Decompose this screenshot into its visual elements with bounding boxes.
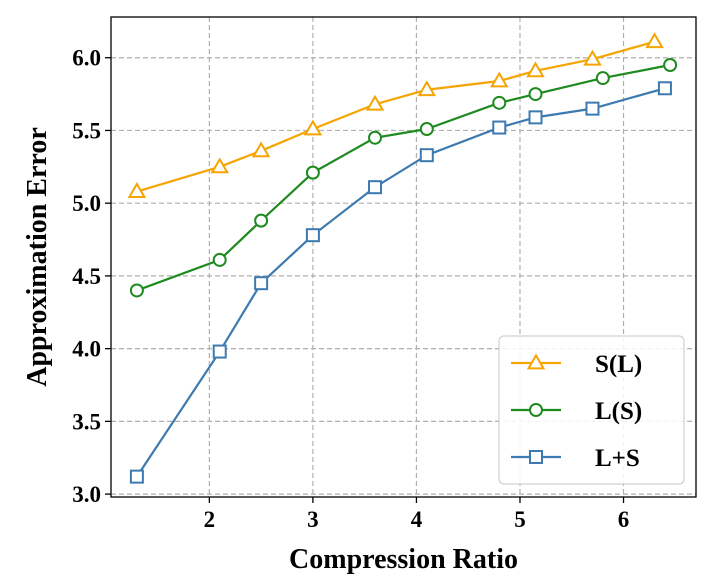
legend-marker [526,353,546,370]
data-point [528,87,543,102]
plot-frame [110,16,697,498]
y-tick-label: 4.5 [72,264,101,289]
y-axis-label: Approximation Error [22,127,53,387]
data-point [254,276,269,291]
data-point [305,165,320,180]
x-tick-label: 3 [307,507,319,532]
x-tick-label: 5 [514,507,526,532]
series-l-s [129,81,672,484]
data-point [583,49,602,66]
data-point [368,130,383,145]
legend-marker [529,450,543,464]
y-tick-label: 6.0 [72,46,101,71]
series-line [135,87,666,478]
data-point [645,32,664,49]
legend-item: S(L) [511,351,642,378]
data-point [365,94,385,111]
legend-label: L+S [595,445,640,472]
data-point [129,283,144,298]
data-point [492,120,507,135]
data-point [305,228,320,243]
data-point [657,81,672,96]
data-point [490,71,509,88]
legend-box [498,335,685,485]
x-tick-label: 4 [411,507,423,532]
legend-item: L(S) [511,398,642,425]
data-point [251,141,271,158]
data-point [663,58,678,72]
data-point [528,110,543,125]
data-point [595,71,610,86]
y-tick-label: 4.0 [72,337,101,362]
x-tick-label: 2 [204,507,216,532]
data-point [585,101,600,116]
y-tick-label: 5.5 [72,118,101,143]
data-point [254,213,269,228]
data-point [212,344,227,359]
data-point [368,180,383,195]
series-s-l [127,32,664,198]
data-point [526,61,545,78]
x-tick-label: 6 [618,507,630,532]
legend-label: L(S) [595,398,642,425]
legend-marker [529,403,543,417]
legend-label: S(L) [595,351,642,378]
series-line [136,40,655,193]
data-point [127,182,147,198]
y-tick-label: 5.0 [72,191,101,216]
data-point [417,80,437,97]
data-point [210,157,229,174]
series-layer [127,32,678,484]
grid [111,17,696,497]
data-point [303,119,323,136]
legend: S(L) L(S) L+S [498,335,685,485]
axes: 2 3 4 5 6 3.0 3.5 4.0 4.5 5.0 5.5 6.0 [72,46,629,532]
data-point [419,122,434,136]
legend-item: L+S [511,445,640,472]
data-point [212,252,227,267]
series-l-s [129,58,678,298]
data-point [129,469,144,484]
x-axis-label: Compression Ratio [289,544,518,575]
series-line [136,63,671,292]
data-point [419,148,434,163]
y-tick-label: 3.5 [72,409,101,434]
data-point [492,95,507,110]
y-tick-label: 3.0 [72,482,101,507]
